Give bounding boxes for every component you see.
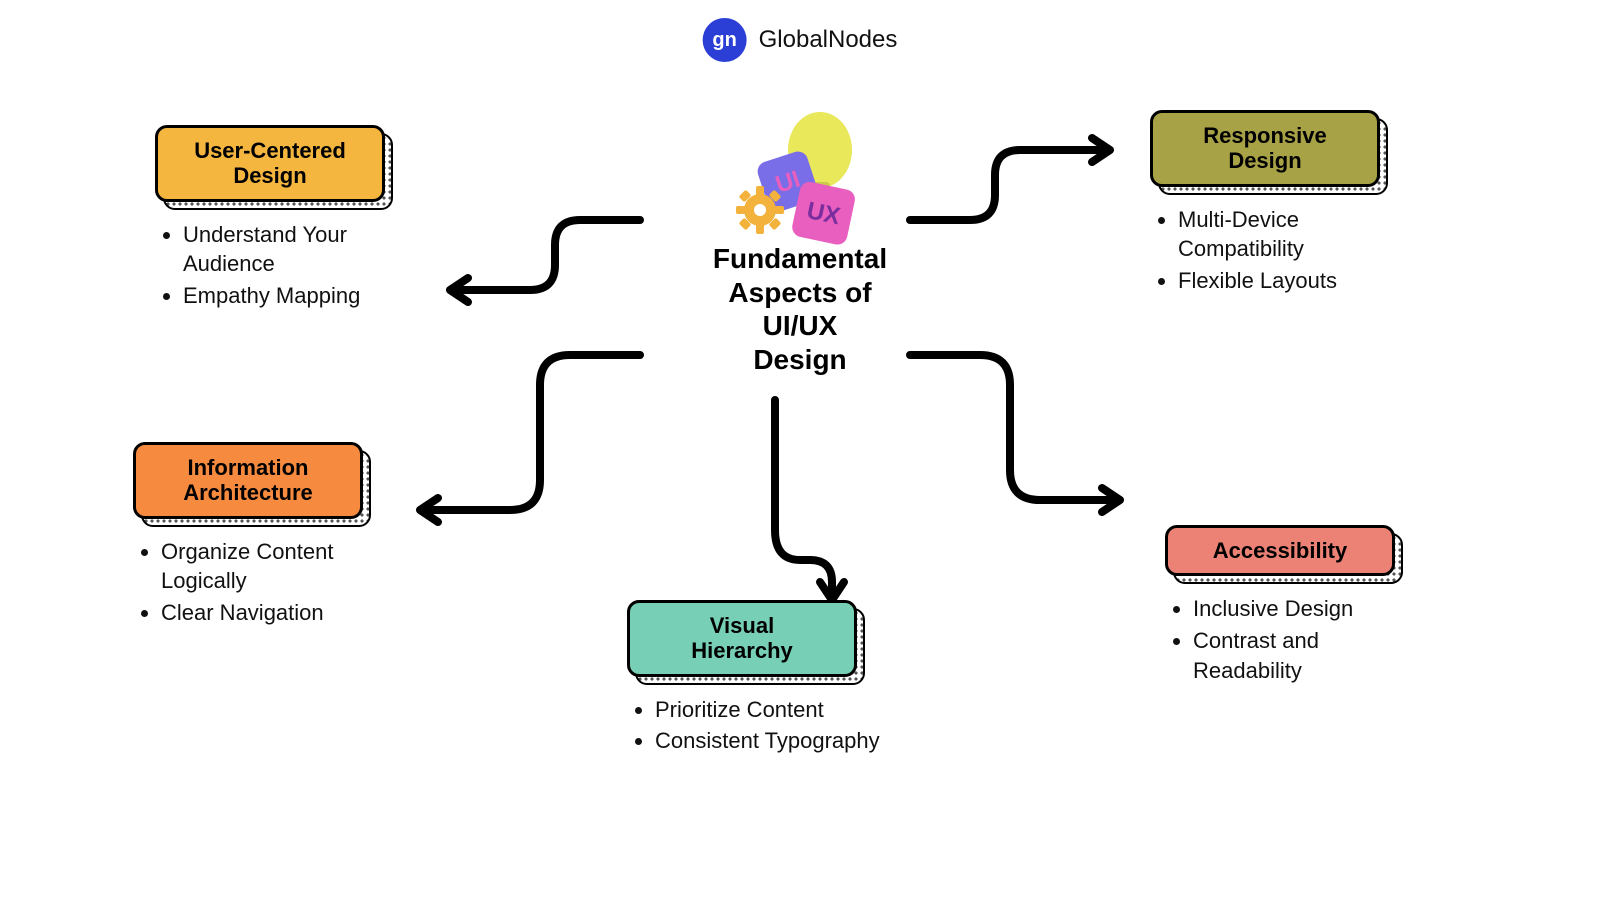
bullets-responsive: Multi-Device CompatibilityFlexible Layou… [1156,205,1410,296]
badge-label-line: Design [1173,148,1357,173]
badge-user_centered: User-CenteredDesign [155,125,385,202]
badge-accessibility: Accessibility [1165,525,1395,576]
node-user_centered: User-CenteredDesign Understand Your Audie… [155,125,415,313]
badge-label-line: Architecture [156,480,340,505]
badge-label-line: Visual [650,613,834,638]
arrow-to-info_arch [420,355,640,522]
bullet-item: Contrast and Readability [1193,626,1425,685]
bullet-item: Empathy Mapping [183,281,415,311]
brand-badge-text: gn [712,29,736,52]
badge-label: VisualHierarchy [627,600,857,677]
center-title-line: Aspects of [660,276,940,310]
badge-label: InformationArchitecture [133,442,363,519]
badge-label: User-CenteredDesign [155,125,385,202]
badge-label: ResponsiveDesign [1150,110,1380,187]
badge-label-line: Accessibility [1188,538,1372,563]
arrow-to-visual_hierarchy [775,400,844,600]
bullet-item: Clear Navigation [161,598,393,628]
badge-label: Accessibility [1165,525,1395,576]
bullet-item: Organize Content Logically [161,537,393,596]
badge-label-line: Design [178,163,362,188]
node-visual_hierarchy: VisualHierarchy Prioritize ContentConsist… [627,600,887,758]
bullet-item: Understand Your Audience [183,220,415,279]
center-illustration: UI UX [710,110,890,250]
diagram-stage: gn GlobalNodes UI UX [0,0,1600,900]
center-title-line: Fundamental [660,242,940,276]
brand-badge: gn [703,18,747,62]
bullet-item: Flexible Layouts [1178,266,1410,296]
arrow-to-user_centered [450,220,640,302]
bullet-item: Consistent Typography [655,726,887,756]
badge-label-line: Hierarchy [650,638,834,663]
gear-icon [736,186,784,234]
badge-visual_hierarchy: VisualHierarchy [627,600,857,677]
bullets-visual_hierarchy: Prioritize ContentConsistent Typography [633,695,887,756]
bullets-info_arch: Organize Content LogicallyClear Navigati… [139,537,393,628]
brand-name: GlobalNodes [759,26,898,54]
bullets-user_centered: Understand Your AudienceEmpathy Mapping [161,220,415,311]
badge-info_arch: InformationArchitecture [133,442,363,519]
bullet-item: Prioritize Content [655,695,887,725]
brand-logo: gn GlobalNodes [703,18,898,62]
badge-label-line: Information [156,455,340,480]
center-title-line: UI/UX [660,309,940,343]
node-responsive: ResponsiveDesign Multi-Device Compatibili… [1150,110,1410,298]
badge-responsive: ResponsiveDesign [1150,110,1380,187]
center-title: Fundamental Aspects of UI/UX Design [660,242,940,376]
badge-label-line: User-Centered [178,138,362,163]
arrow-to-responsive [910,138,1110,220]
node-accessibility: Accessibility Inclusive DesignContrast an… [1165,525,1425,687]
bullet-item: Inclusive Design [1193,594,1425,624]
badge-label-line: Responsive [1173,123,1357,148]
center-title-line: Design [660,343,940,377]
arrow-to-accessibility [910,355,1120,512]
node-info_arch: InformationArchitecture Organize Content … [133,442,393,630]
bullets-accessibility: Inclusive DesignContrast and Readability [1171,594,1425,685]
bullet-item: Multi-Device Compatibility [1178,205,1410,264]
